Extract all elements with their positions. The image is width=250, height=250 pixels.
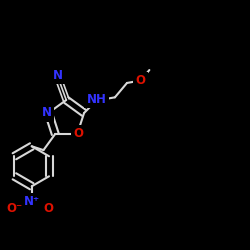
Text: O: O	[136, 74, 145, 87]
Text: O⁻: O⁻	[7, 202, 23, 215]
Text: N: N	[42, 106, 52, 120]
Text: O: O	[74, 128, 84, 140]
Text: N⁺: N⁺	[24, 195, 40, 208]
Text: O: O	[43, 202, 53, 215]
Text: NH: NH	[86, 92, 106, 106]
Text: N: N	[52, 69, 62, 82]
